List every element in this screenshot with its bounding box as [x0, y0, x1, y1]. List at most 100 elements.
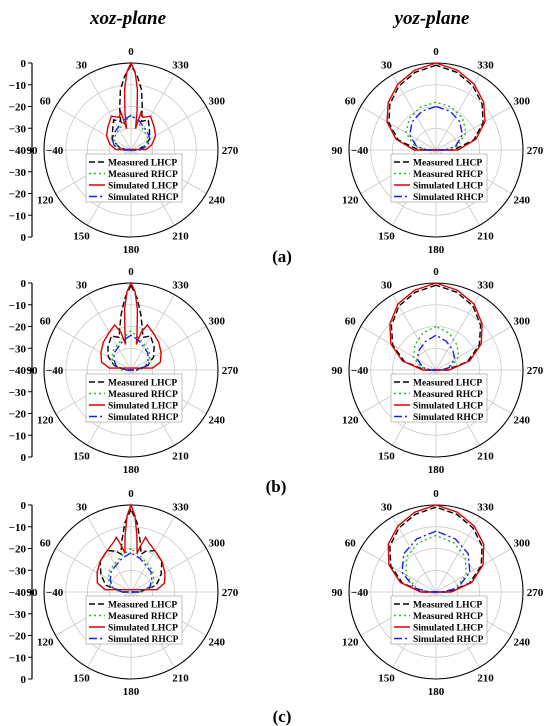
- angle-label: 210: [477, 673, 494, 685]
- angle-label: 150: [73, 673, 90, 685]
- series-simulated-rhcp: [416, 334, 456, 371]
- series-simulated-rhcp: [401, 530, 471, 593]
- legend-label: Measured LHCP: [413, 159, 482, 169]
- angle-label: 210: [477, 451, 494, 463]
- angle-label: 300: [208, 538, 225, 550]
- grid-spoke: [55, 326, 132, 371]
- angle-label: 270: [222, 145, 239, 157]
- angle-label: 0: [128, 46, 134, 58]
- radial-tick-label: −20: [9, 631, 27, 643]
- legend-label: Simulated LHCP: [413, 182, 483, 192]
- angle-label: 90: [332, 587, 344, 599]
- angle-label: 210: [172, 231, 189, 243]
- series-measured-lhcp: [388, 64, 484, 151]
- angle-label: 270: [222, 365, 239, 377]
- angle-label: 210: [172, 673, 189, 685]
- title-xoz: xoz-plane: [89, 8, 167, 29]
- legend-label: Simulated RHCP: [413, 193, 484, 203]
- radial-tick-label: −10: [9, 522, 27, 534]
- angle-label: 30: [76, 279, 88, 291]
- legend-label: Simulated LHCP: [413, 402, 483, 412]
- grid-spoke: [87, 516, 132, 593]
- angle-label: 30: [76, 501, 88, 513]
- legend-label: Simulated LHCP: [108, 624, 178, 634]
- radial-tick-label: −30: [9, 167, 27, 179]
- legend-label: Measured LHCP: [108, 601, 177, 611]
- angle-label: 300: [208, 96, 225, 108]
- grid-spoke: [435, 294, 480, 371]
- angle-label: 0: [128, 266, 134, 278]
- angle-label: 30: [381, 59, 393, 71]
- grid-spoke: [55, 548, 132, 593]
- legend-label: Simulated RHCP: [413, 413, 484, 423]
- radial-tick-label: −40: [9, 587, 27, 599]
- angle-label: 120: [37, 637, 54, 649]
- legend-label: Measured RHCP: [108, 390, 178, 400]
- radial-tick-label: −30: [9, 343, 27, 355]
- grid-spoke: [130, 516, 175, 593]
- radial-tick-label: −20: [9, 409, 27, 421]
- panel-label-b: (b): [266, 477, 287, 496]
- angle-label: 330: [172, 279, 189, 291]
- angle-label: 120: [342, 415, 359, 427]
- r-axis-label-min: −40: [351, 587, 369, 599]
- angle-label: 150: [378, 451, 395, 463]
- radial-tick-label: −40: [9, 145, 27, 157]
- radial-tick-label: −20: [9, 544, 27, 556]
- grid-spoke: [435, 326, 512, 371]
- r-axis-label-min: −40: [46, 365, 64, 377]
- legend-label: Measured RHCP: [413, 170, 483, 180]
- radial-tick-label: −10: [9, 80, 27, 92]
- angle-label: 120: [37, 415, 54, 427]
- legend-label: Measured LHCP: [108, 159, 177, 169]
- polar-plot-xoz-2: 03060901201501802102402703003300−10−20−3…: [9, 266, 239, 476]
- r-axis-label-min: −40: [351, 365, 369, 377]
- radial-tick-label: 0: [21, 674, 27, 686]
- legend-label: Measured RHCP: [108, 170, 178, 180]
- angle-label: 300: [513, 96, 530, 108]
- angle-label: 240: [208, 637, 225, 649]
- grid-spoke: [360, 326, 437, 371]
- grid-spoke: [87, 74, 132, 151]
- legend-label: Simulated RHCP: [108, 193, 179, 203]
- r-axis-label-min: −40: [351, 145, 369, 157]
- legend-label: Measured LHCP: [413, 379, 482, 389]
- radial-tick-label: −30: [9, 387, 27, 399]
- polar-plot-yoz-3: 0 30 60 90 120 150 180 210 240 270 300 330 −40 Measur…: [332, 266, 544, 476]
- r-axis-label-min: −40: [46, 587, 64, 599]
- polar-plot-xoz-0: 03060901201501802102402703003300−10−20−3…: [9, 46, 239, 256]
- grid-spoke: [392, 294, 437, 371]
- radial-tick-label: −10: [9, 300, 27, 312]
- grid-spoke: [360, 548, 437, 593]
- series-measured-rhcp: [405, 101, 467, 151]
- legend-label: Simulated RHCP: [108, 635, 179, 645]
- grid-spoke: [435, 106, 512, 151]
- radial-tick-label: −10: [9, 652, 27, 664]
- radial-tick-label: −20: [9, 189, 27, 201]
- angle-label: 180: [428, 464, 445, 476]
- angle-label: 180: [123, 686, 140, 698]
- angle-label: 270: [527, 587, 544, 599]
- polar-plot-yoz-5: 0 30 60 90 120 150 180 210 240 270 300 330 −40 Measur…: [332, 488, 544, 698]
- angle-label: 330: [172, 501, 189, 513]
- grid-spoke: [130, 106, 207, 151]
- angle-label: 240: [513, 415, 530, 427]
- polar-plot-yoz-1: 0 30 60 90 120 150 180 210 240 270 300 330 −40 Measur…: [332, 46, 544, 256]
- angle-label: 30: [381, 279, 393, 291]
- legend-label: Simulated LHCP: [413, 624, 483, 634]
- angle-label: 300: [513, 316, 530, 328]
- angle-label: 90: [332, 145, 344, 157]
- angle-label: 120: [342, 195, 359, 207]
- angle-label: 240: [513, 195, 530, 207]
- grid-spoke: [130, 326, 207, 371]
- angle-label: 150: [73, 231, 90, 243]
- angle-label: 240: [513, 637, 530, 649]
- title-yoz: yoz-plane: [393, 8, 471, 29]
- grid-spoke: [55, 106, 132, 151]
- angle-label: 60: [345, 96, 357, 108]
- series-simulated-rhcp: [111, 114, 151, 151]
- radial-tick-label: −40: [9, 365, 27, 377]
